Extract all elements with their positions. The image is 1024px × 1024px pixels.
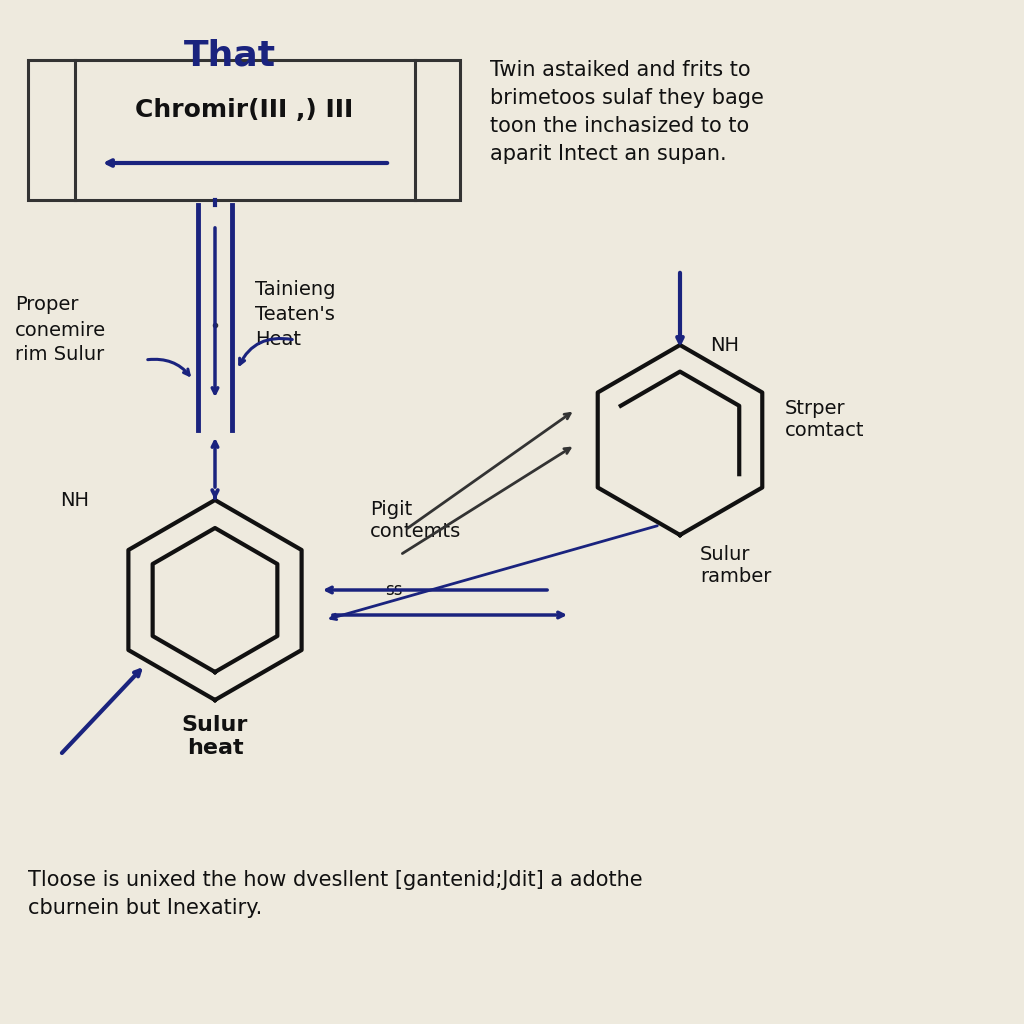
Text: Tloose is unixed the how dvesllent [gantenid;Jdit] a adothe
cburnein but Inexati: Tloose is unixed the how dvesllent [gant…: [28, 870, 643, 918]
Text: Proper
conemire
rim Sulur: Proper conemire rim Sulur: [15, 296, 106, 365]
Text: ss: ss: [385, 581, 402, 599]
Text: Strper
comtact: Strper comtact: [785, 399, 864, 440]
Text: Pigit
contemts: Pigit contemts: [370, 500, 461, 541]
Text: Chromir(III ,) III: Chromir(III ,) III: [135, 98, 353, 122]
Text: NH: NH: [60, 490, 89, 510]
Text: NH: NH: [710, 336, 739, 355]
Bar: [28, 60, 460, 200]
Text: That: That: [184, 38, 276, 72]
Text: Sulur
ramber: Sulur ramber: [700, 545, 771, 586]
Text: Sulur
heat: Sulur heat: [182, 715, 248, 758]
Text: Twin astaiked and frits to
brimetoos sulaf they bage
toon the inchasized to to
a: Twin astaiked and frits to brimetoos sul…: [490, 60, 764, 164]
Text: Tainieng
Teaten's
Heat: Tainieng Teaten's Heat: [255, 280, 336, 349]
